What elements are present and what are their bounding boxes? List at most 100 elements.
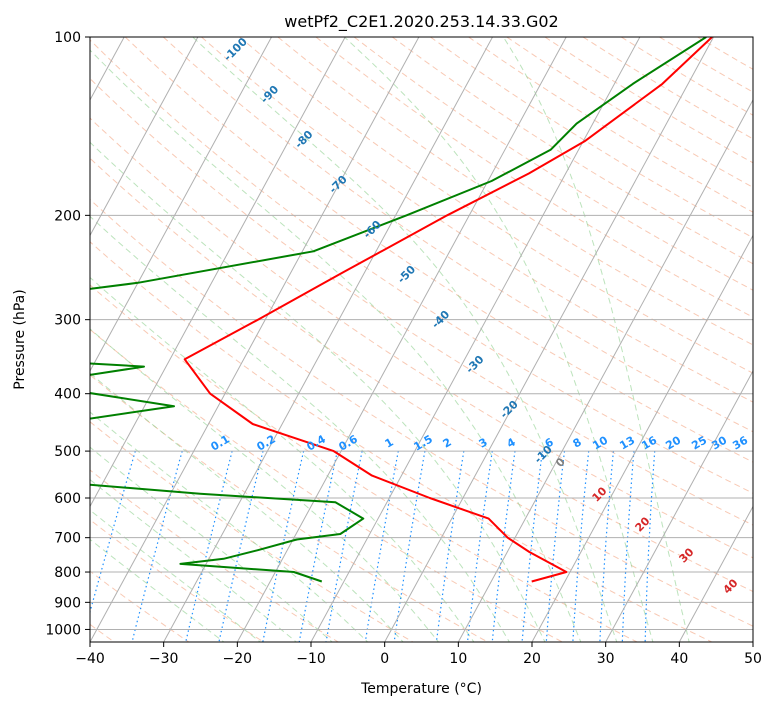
mixing-ratio-line [572,451,590,642]
dry-adiabat [90,421,414,642]
mixing-ratio-label: 0.4 [305,432,329,453]
mixing-ratio-label: 8 [571,436,584,451]
mixing-ratio-line [435,451,465,642]
dry-adiabat-label: -50 [395,263,418,286]
x-tick-label: −10 [296,651,326,667]
moist-adiabat-label: 20 [633,514,653,534]
dry-adiabat [659,37,753,93]
y-tick-label: 900 [54,595,81,611]
moist-adiabat [344,37,654,642]
y-tick-label: 100 [54,30,81,46]
moist-adiabat [502,37,690,642]
mixing-ratio-label: 30 [709,433,729,452]
dry-adiabat [544,37,753,164]
mixing-ratio-line [218,450,264,642]
moist-adiabat [90,538,225,642]
x-tick-label: −40 [75,651,105,667]
dry-adiabat-label: -60 [361,218,384,241]
dewpoint-profile [90,37,707,583]
x-tick-label: −30 [149,651,179,667]
moist-adiabat [90,372,404,642]
plot-area: -100-90-80-70-60-50-40-30-20-100.1 0.2 0.4… [90,35,753,642]
mixing-ratio-line [466,451,493,642]
dry-adiabat [315,37,753,318]
y-tick-label: 200 [54,208,81,224]
moist-adiabat [90,215,510,642]
isotherm [90,37,199,237]
isotherm [605,369,753,642]
x-tick-label: 50 [744,651,762,667]
isotherm [90,37,272,373]
dry-adiabat [90,198,753,627]
dry-adiabat [90,117,753,559]
temperature-profile [183,37,713,583]
y-tick-label: 500 [54,444,81,460]
y-tick-label: 1000 [45,622,81,638]
dry-adiabat [506,37,753,188]
mixing-ratio-label: 0.2 [255,433,278,454]
dry-adiabat [392,37,753,265]
moist-adiabat-label: 30 [677,545,697,565]
dry-adiabat [697,37,753,70]
dry-adiabat [90,77,753,526]
isotherm [163,37,493,642]
moist-adiabat [90,49,582,642]
moist-adiabat-label: 10 [590,484,610,504]
isotherm [90,37,346,508]
dry-adiabat [620,37,753,116]
y-tick-label: 800 [54,565,81,581]
moist-adiabat [90,141,546,642]
y-tick-label: 600 [54,491,81,507]
isotherm [384,37,714,642]
mixing-ratio-line [644,451,656,642]
mixing-ratio-label: 20 [663,433,683,452]
mixing-ratio-label: 0.1 [209,433,232,454]
mixing-ratio-line [325,450,363,642]
dry-adiabat [90,519,265,642]
isotherm [678,505,753,642]
moist-adiabat [90,446,333,642]
mixing-ratio-label: 3 [477,436,490,451]
x-tick-label: 20 [523,651,541,667]
mixing-ratio-label: 13 [617,434,637,453]
isotherm [457,98,753,642]
dry-adiabat-label: -40 [429,308,452,331]
x-tick-label: 10 [449,651,467,667]
dry-adiabat-label: -70 [327,173,350,196]
moist-adiabat [192,37,618,642]
x-tick-label: 40 [670,651,688,667]
dry-adiabat [90,284,639,642]
mixing-ratio-line [90,450,136,615]
plot-frame [89,36,754,643]
dry-adiabat-label: -100 [221,35,250,64]
mixing-ratio-line [491,451,516,642]
mixing-ratio-label: 0.6 [337,432,361,453]
moist-adiabat-label: 40 [721,576,741,596]
mixing-ratio-line [621,451,635,642]
dry-adiabat-label: -20 [498,398,521,421]
moist-adiabat [90,328,440,642]
mixing-ratio-line [298,450,338,642]
y-axis-label: Pressure (hPa) [12,289,28,389]
moist-adiabat [90,411,369,642]
mixing-ratio-label: 10 [590,433,610,452]
isotherm [752,640,753,642]
mixing-ratio-line [545,451,566,642]
moist-adiabat [90,509,262,642]
x-tick-label: 30 [597,651,615,667]
isotherm [531,234,753,642]
y-tick-label: 400 [54,387,81,403]
mixing-ratio-label: 25 [689,434,709,453]
dry-adiabat-label: -80 [292,128,315,151]
dry-adiabat [90,39,753,494]
dry-adiabat [124,37,753,463]
mixing-ratio-label: 1 [383,436,396,451]
mixing-ratio-label: 2 [441,436,454,451]
isotherm [310,37,641,642]
mixing-ratio-line [185,450,233,642]
x-tick-label: −20 [223,651,253,667]
isotherm [90,37,420,642]
mixing-ratio-line [393,450,426,642]
mixing-ratio-line [364,450,399,642]
